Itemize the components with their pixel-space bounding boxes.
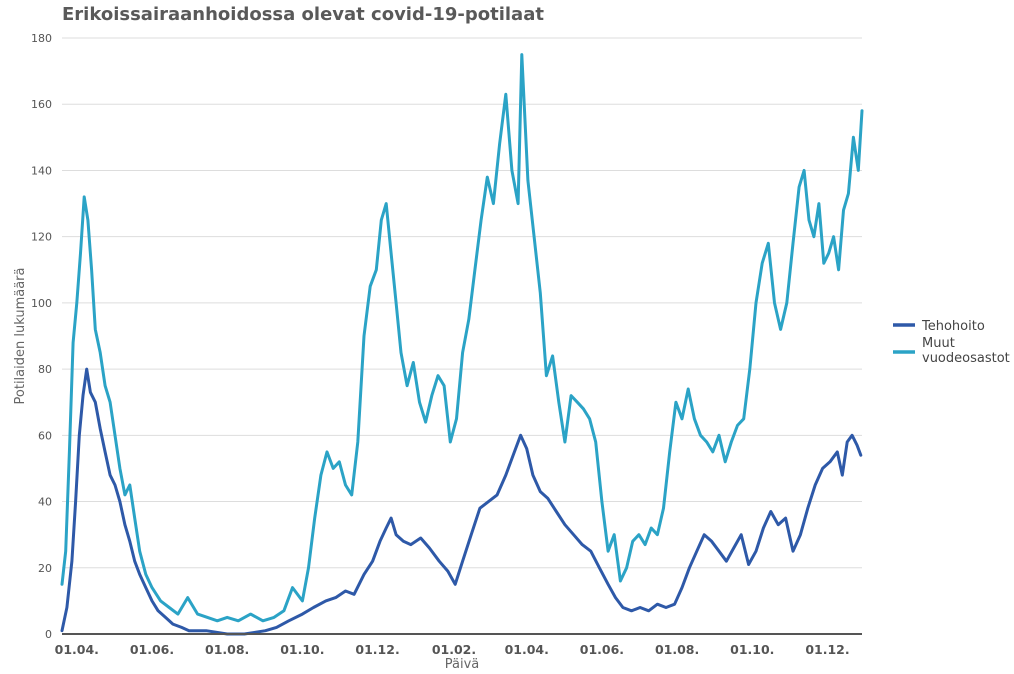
- y-tick-label: 120: [31, 231, 52, 244]
- x-tick-label: 01.12.: [355, 642, 399, 657]
- y-tick-label: 180: [31, 32, 52, 45]
- x-tick-label: 01.12.: [805, 642, 849, 657]
- y-tick-label: 140: [31, 164, 52, 177]
- y-tick-label: 20: [38, 562, 52, 575]
- x-tick-label: 01.04.: [505, 642, 549, 657]
- x-tick-label: 01.02.: [432, 642, 476, 657]
- series-line-muut-vuodeosastot: [60, 53, 864, 623]
- y-tick-label: 100: [31, 297, 52, 310]
- y-axis-ticks: 0 20 40 60 80 100 120 140 160 180: [31, 32, 52, 641]
- y-tick-label: 0: [45, 628, 52, 641]
- x-tick-label: 01.06.: [130, 642, 174, 657]
- y-tick-label: 60: [38, 429, 52, 442]
- x-axis-ticks: 01.04. 01.06. 01.08. 01.10. 01.12. 01.02. 01.0…: [55, 642, 850, 657]
- x-tick-label: 01.10.: [280, 642, 324, 657]
- legend-label: Tehohoito: [921, 319, 985, 334]
- y-tick-label: 160: [31, 98, 52, 111]
- x-tick-label: 01.04.: [55, 642, 99, 657]
- x-tick-label: 01.08.: [205, 642, 249, 657]
- chart-title: Erikoissairaanhoidossa olevat covid-19-p…: [62, 4, 544, 25]
- y-tick-label: 40: [38, 496, 52, 509]
- x-tick-label: 01.06.: [580, 642, 624, 657]
- x-tick-label: 01.10.: [730, 642, 774, 657]
- x-tick-label: 01.08.: [655, 642, 699, 657]
- y-axis-label: Potilaiden lukumäärä: [13, 268, 28, 405]
- series-lines: [60, 53, 864, 636]
- legend-label: Muut vuodeosastot: [922, 336, 1010, 366]
- y-tick-label: 80: [38, 363, 52, 376]
- legend: Tehohoito Muut vuodeosastot: [893, 319, 1010, 366]
- x-axis-label: Päivä: [445, 657, 480, 672]
- series-line-tehohoito: [60, 367, 863, 636]
- grid-lines: [62, 37, 862, 569]
